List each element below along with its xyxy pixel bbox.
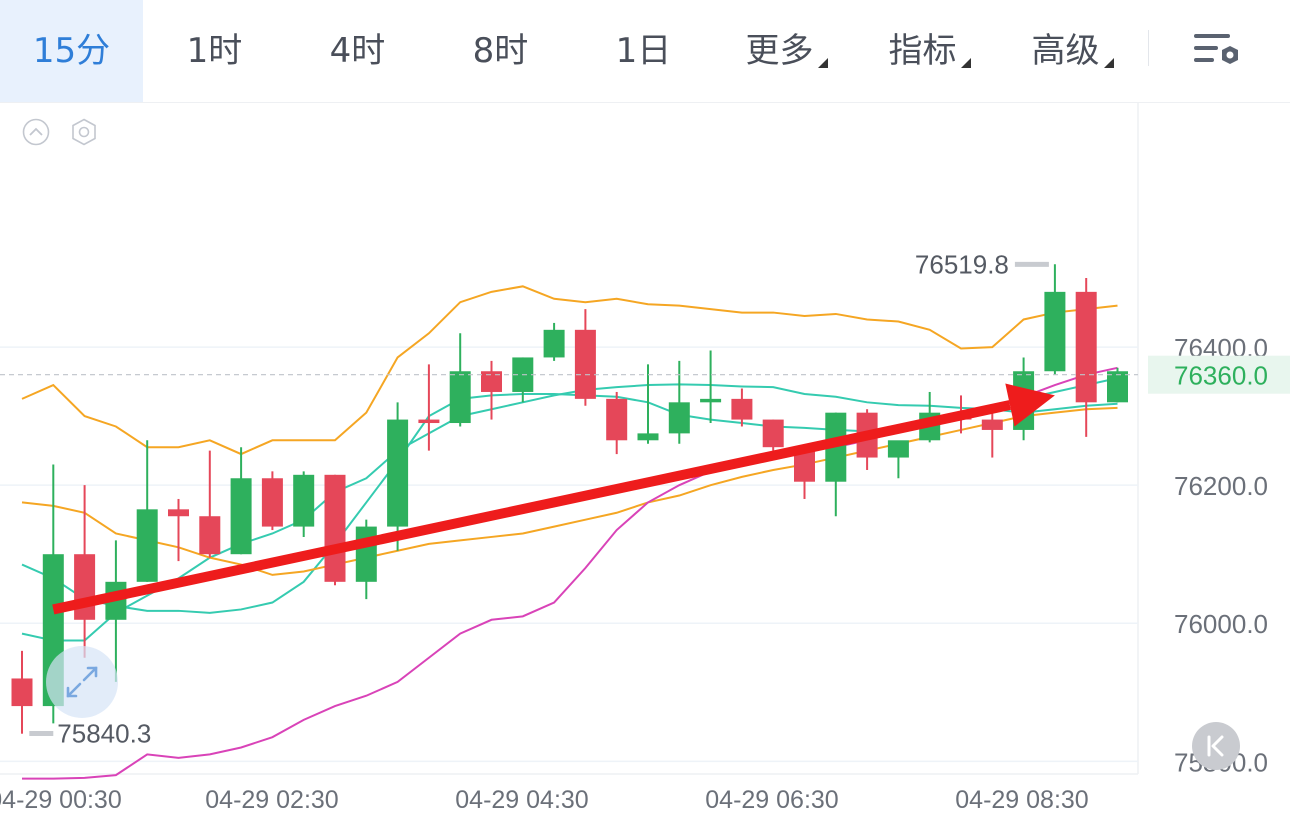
candle [293, 471, 315, 537]
candle [700, 350, 722, 424]
menu-indicators[interactable]: 指标 [858, 0, 1001, 102]
settings-gear-icon[interactable] [1190, 28, 1244, 74]
candle-body [762, 419, 784, 448]
candle-body [355, 526, 377, 582]
hexagon-settings-icon[interactable] [70, 118, 98, 146]
candle [731, 388, 753, 427]
candle [355, 519, 377, 600]
candle-body [700, 398, 722, 403]
candle [1044, 264, 1066, 375]
tab-1d[interactable]: 1日 [615, 31, 672, 71]
tab-1h[interactable]: 1时 [186, 31, 243, 71]
candle [543, 322, 565, 361]
candle-body [74, 554, 96, 620]
candle [387, 402, 409, 551]
dropdown-caret-icon [817, 58, 828, 68]
candle-body [981, 419, 1003, 430]
candle-body [11, 678, 33, 707]
candle [794, 447, 815, 499]
candle-body [418, 419, 440, 424]
candle [1075, 278, 1097, 437]
menu-advanced[interactable]: 高级 [1001, 0, 1144, 102]
toolbar-divider [1148, 30, 1149, 66]
candle-body [199, 516, 221, 555]
candle-body [574, 329, 596, 399]
candle [637, 364, 659, 444]
candle-body [794, 447, 815, 482]
candle-body [449, 371, 471, 424]
candle-body [293, 474, 315, 527]
candle [11, 650, 33, 734]
menu-advanced-label: 高级 [1031, 31, 1100, 71]
candle [668, 360, 690, 444]
x-tick-label: 04-29 00:30 [0, 786, 122, 814]
tab-4h[interactable]: 4时 [329, 31, 386, 71]
timeframe-toolbar: 15分 1时 4时 8时 1日 更多 指标 高级 [0, 0, 1290, 103]
candle-body [1044, 291, 1066, 372]
candle-body [387, 419, 409, 527]
rewind-icon [1207, 735, 1224, 757]
candle [887, 440, 909, 479]
candle [230, 447, 252, 555]
candle [825, 412, 847, 517]
dropdown-caret-icon [960, 58, 971, 68]
dropdown-caret-icon [1103, 58, 1114, 68]
low-price-label: 75840.3 [57, 718, 151, 748]
candle [762, 419, 784, 451]
candle-body [887, 440, 909, 458]
candle-body [168, 509, 189, 517]
candle [199, 450, 221, 558]
y-tick-label: 76200.0 [1174, 471, 1268, 501]
x-tick-label: 04-29 06:30 [705, 786, 838, 814]
candle-body [481, 371, 502, 392]
trend-arrow-head [1005, 383, 1055, 427]
candle [981, 412, 1003, 458]
candle [449, 333, 471, 427]
candle [574, 309, 596, 406]
candle-body [731, 398, 753, 420]
x-tick-label: 04-29 02:30 [205, 786, 338, 814]
candle-body [1107, 371, 1128, 403]
indicator-line [21, 285, 1118, 456]
indicator-line [21, 383, 1118, 642]
candle-body [668, 402, 690, 434]
candle-body [261, 478, 283, 527]
candle-body [324, 474, 346, 582]
y-tick-label: 76000.0 [1174, 609, 1268, 639]
candle [512, 357, 534, 403]
candle-body [606, 398, 628, 441]
x-tick-label: 04-29 04:30 [455, 786, 588, 814]
x-tick-label: 04-29 08:30 [955, 786, 1088, 814]
tab-15min[interactable]: 15分 [0, 0, 143, 102]
menu-more-label: 更多 [745, 31, 814, 71]
candle-body [230, 478, 252, 555]
menu-indicators-label: 指标 [888, 31, 957, 71]
expand-chart-button[interactable] [46, 646, 118, 718]
last-price-label: 76360.0 [1174, 361, 1268, 391]
candle-body [637, 433, 659, 441]
candle-body [136, 509, 158, 582]
candle [136, 440, 158, 582]
trend-arrow-shaft [52, 400, 1011, 615]
diagonal-arrows-icon [66, 666, 98, 698]
menu-more[interactable]: 更多 [715, 0, 858, 102]
chevron-up-icon[interactable] [22, 118, 50, 146]
candle [481, 360, 502, 420]
candle [418, 364, 440, 451]
scroll-to-latest-button[interactable] [1192, 722, 1240, 770]
candle [324, 474, 346, 586]
candle [261, 471, 283, 531]
high-price-label: 76519.8 [915, 249, 1009, 279]
candle [168, 498, 189, 562]
candle [1107, 367, 1128, 403]
candle [606, 391, 628, 455]
candle-body [543, 329, 565, 358]
indicator-line [21, 406, 1118, 576]
last-price-badge [1148, 355, 1290, 394]
tab-8h[interactable]: 8时 [472, 31, 529, 71]
candle-body [1075, 291, 1097, 403]
